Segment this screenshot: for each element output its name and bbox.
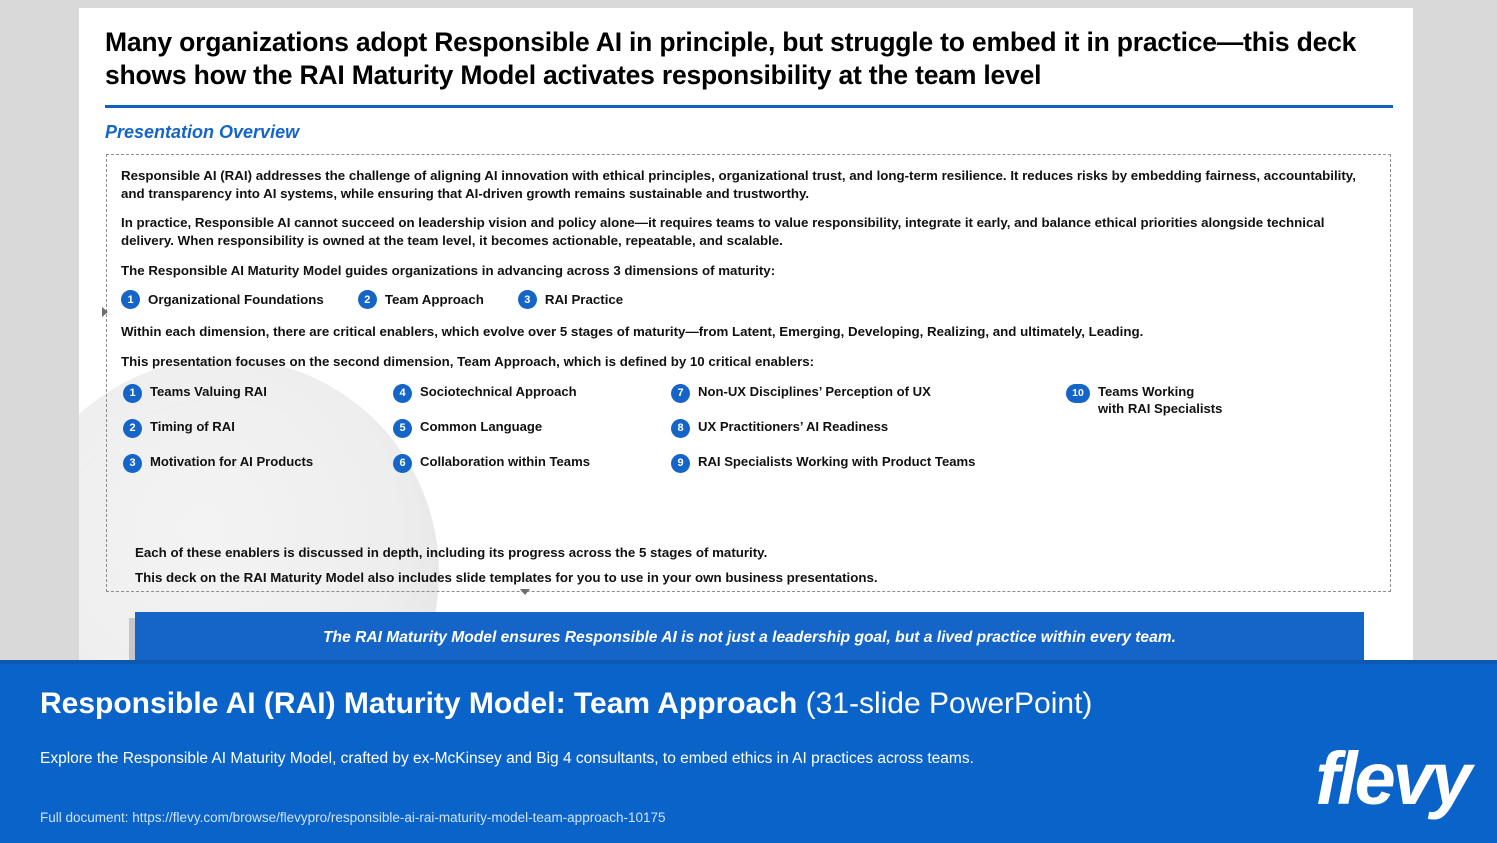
banner-title-main: Responsible AI (RAI) Maturity Model: Tea… (40, 687, 798, 720)
overview-paragraph-1: Responsible AI (RAI) addresses the chall… (121, 168, 1356, 201)
callout-bar: The RAI Maturity Model ensures Responsib… (135, 612, 1364, 660)
enabler-number-badge: 9 (671, 453, 690, 473)
enabler-number-badge: 8 (671, 418, 690, 438)
enabler-item-2: 2 Timing of RAI (123, 418, 235, 438)
overview-paragraph-4: Within each dimension, there are critica… (121, 324, 1144, 340)
overview-paragraph-2: In practice, Responsible AI cannot succe… (121, 215, 1325, 249)
bottom-tick-marker (520, 589, 530, 595)
enabler-label: Common Language (420, 418, 543, 434)
enabler-item-6: 6 Collaboration within Teams (393, 453, 590, 473)
section-subtitle: Presentation Overview (105, 122, 300, 142)
enabler-label: Motivation for AI Products (150, 453, 314, 469)
dimension-label: Organizational Foundations (148, 292, 324, 308)
enabler-item-8: 8 UX Practitioners’ AI Readiness (671, 418, 888, 438)
closing-notes: Each of these enablers is discussed in d… (135, 545, 1375, 595)
enabler-label: Sociotechnical Approach (420, 383, 577, 399)
dimension-number-badge: 2 (357, 290, 377, 310)
enabler-number-badge: 10 (1066, 383, 1090, 403)
enabler-item-3: 3 Motivation for AI Products (123, 453, 313, 473)
enabler-grid: 1 Teams Valuing RAI 2 Timing of RAI 3 Mo… (121, 383, 1376, 491)
enabler-item-5: 5 Common Language (393, 418, 542, 438)
enabler-number-badge: 3 (123, 453, 142, 473)
banner-title-suffix: (31-slide PowerPoint) (805, 687, 1093, 720)
enabler-item-7: 7 Non-UX Disciplines’ Perception of UX (671, 383, 931, 403)
enabler-label: UX Practitioners’ AI Readiness (698, 418, 889, 434)
overview-content-box: Responsible AI (RAI) addresses the chall… (102, 154, 1391, 595)
title-divider (105, 105, 1393, 108)
enabler-label: Non-UX Disciplines’ Perception of UX (698, 383, 931, 399)
enabler-label: Teams Working with RAI Specialists (1098, 383, 1223, 416)
enabler-item-4: 4 Sociotechnical Approach (393, 383, 577, 403)
enabler-number-badge: 4 (393, 383, 412, 403)
dimension-item-1: 1 Organizational Foundations (121, 290, 324, 310)
enabler-item-10: 10 Teams Working with RAI Specialists (1066, 383, 1222, 417)
overview-paragraph-3: The Responsible AI Maturity Model guides… (121, 262, 776, 278)
dimension-label: Team Approach (384, 292, 484, 308)
enabler-label: Teams Valuing RAI (150, 383, 267, 399)
dimension-item-3: 3 RAI Practice (517, 290, 624, 310)
dimension-label: RAI Practice (544, 292, 624, 308)
enabler-item-1: 1 Teams Valuing RAI (123, 383, 267, 403)
enabler-label: Collaboration within Teams (420, 453, 590, 469)
banner-title: Responsible AI (RAI) Maturity Model: Tea… (40, 687, 1092, 721)
dimension-number-badge: 1 (121, 290, 140, 310)
closing-line-1: Each of these enablers is discussed in d… (135, 545, 768, 560)
enabler-number-badge: 1 (123, 383, 142, 403)
banner-description: Explore the Responsible AI Maturity Mode… (40, 750, 974, 767)
dimension-number-badge: 3 (517, 290, 537, 310)
enabler-number-badge: 7 (671, 383, 690, 403)
enabler-number-badge: 2 (123, 418, 142, 438)
enabler-number-badge: 5 (393, 418, 412, 438)
dimension-item-2: 2 Team Approach (357, 290, 484, 310)
enabler-number-badge: 6 (393, 453, 412, 473)
enabler-item-9: 9 RAI Specialists Working with Product T… (671, 453, 975, 473)
overview-content: Responsible AI (RAI) addresses the chall… (121, 167, 1376, 585)
closing-line-2: This deck on the RAI Maturity Model also… (135, 570, 878, 585)
flevy-logo: flevy (1315, 737, 1472, 820)
flevy-banner: Responsible AI (RAI) Maturity Model: Tea… (0, 660, 1497, 843)
enabler-label: Timing of RAI (150, 418, 235, 434)
left-tick-marker (102, 307, 108, 317)
overview-paragraph-5: This presentation focuses on the second … (121, 354, 815, 370)
page-title: Many organizations adopt Responsible AI … (105, 27, 1357, 91)
dimensions-list: 1 Organizational Foundations 2 Team Appr… (121, 290, 1376, 310)
enabler-label: RAI Specialists Working with Product Tea… (698, 453, 976, 469)
slide-canvas: Many organizations adopt Responsible AI … (79, 8, 1413, 660)
banner-document-link[interactable]: Full document: https://flevy.com/browse/… (40, 810, 666, 825)
